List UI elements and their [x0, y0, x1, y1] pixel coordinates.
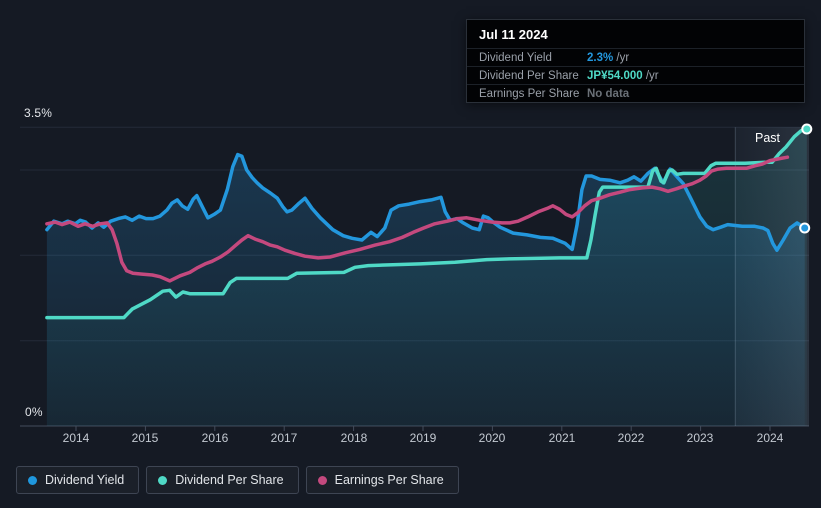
tooltip-value: No data — [587, 87, 630, 100]
tooltip-date: Jul 11 2024 — [479, 27, 548, 42]
y-axis-label-max: 3.5% — [24, 106, 53, 120]
tooltip-row-dividend-per-share: Dividend Per Share JP¥54.000 /yr — [467, 66, 804, 84]
earnings-per-share-dot-icon — [317, 475, 327, 485]
x-tick-label: 2016 — [201, 431, 229, 445]
x-tick-label: 2020 — [478, 431, 506, 445]
legend-item-earnings-per-share[interactable]: Earnings Per Share — [305, 466, 459, 494]
past-region-label: Past — [755, 131, 781, 145]
x-tick-label: 2015 — [131, 431, 159, 445]
chart-tooltip: Jul 11 2024 Dividend Yield 2.3% /yr Divi… — [466, 19, 805, 103]
legend-label: Dividend Per Share — [175, 473, 284, 487]
x-tick-label: 2014 — [62, 431, 90, 445]
legend-item-dividend-yield[interactable]: Dividend Yield — [16, 466, 140, 494]
x-tick-label: 2019 — [409, 431, 437, 445]
y-axis-label-min: 0% — [25, 405, 43, 419]
x-tick-label: 2018 — [340, 431, 368, 445]
tooltip-value: 2.3% /yr — [587, 51, 630, 64]
x-tick-label: 2017 — [270, 431, 298, 445]
tooltip-value: JP¥54.000 /yr — [587, 69, 659, 82]
tooltip-row-dividend-yield: Dividend Yield 2.3% /yr — [467, 48, 804, 66]
tooltip-row-earnings-per-share: Earnings Per Share No data — [467, 84, 804, 102]
tooltip-label: Dividend Yield — [479, 51, 552, 64]
x-tick-label: 2021 — [548, 431, 576, 445]
x-tick-label: 2023 — [686, 431, 714, 445]
legend-item-dividend-per-share[interactable]: Dividend Per Share — [146, 466, 299, 494]
x-tick-label: 2024 — [756, 431, 784, 445]
x-tick-label: 2022 — [617, 431, 645, 445]
chart-legend: Dividend Yield Dividend Per Share Earnin… — [16, 466, 459, 494]
legend-label: Dividend Yield — [45, 473, 125, 487]
tooltip-label: Earnings Per Share — [479, 87, 580, 100]
dividend-yield-dot-icon — [28, 475, 37, 485]
dividend-per-share-dot-icon — [158, 475, 168, 485]
legend-label: Earnings Per Share — [334, 473, 444, 487]
tooltip-label: Dividend Per Share — [479, 69, 579, 82]
